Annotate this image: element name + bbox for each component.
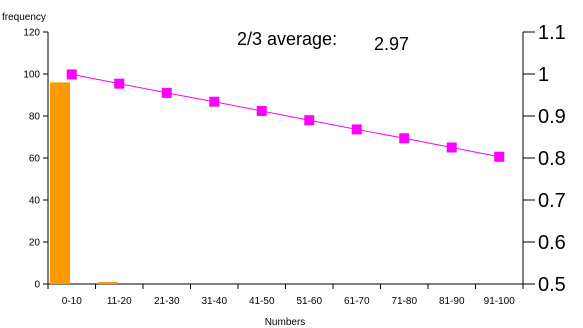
x-tick-label: 31-40: [201, 296, 227, 307]
line-point: [494, 151, 505, 162]
line-point: [114, 78, 125, 89]
y-right-tick-label: 0.5: [538, 274, 566, 296]
line-point: [446, 142, 457, 153]
y-right-tick-label: 0.8: [538, 148, 566, 170]
average-label: 2/3 average:: [237, 29, 337, 49]
line-point: [66, 69, 77, 80]
y-axis-label: frequency: [2, 12, 46, 23]
x-tick-label: 11-20: [107, 296, 132, 307]
y-right-tick-label: 0.9: [538, 106, 566, 128]
y-left-tick-label: 20: [29, 238, 41, 249]
x-tick-label: 61-70: [344, 296, 370, 307]
average-value: 2.97: [374, 34, 409, 54]
y-right-tick-label: 0.6: [538, 232, 566, 254]
y-left-tick-label: 60: [29, 154, 41, 165]
y-left-tick-label: 80: [29, 112, 41, 123]
x-tick-label: 0-10: [62, 296, 82, 307]
x-tick-label: 51-60: [296, 296, 322, 307]
bar-series: [50, 82, 118, 285]
x-tick-label: 21-30: [154, 296, 180, 307]
axes-group: [43, 31, 535, 289]
y-left-tick-label: 120: [23, 28, 40, 39]
y-right-tick-label: 0.7: [538, 190, 566, 212]
x-tick-label: 91-100: [484, 296, 516, 307]
y-left-tick-label: 40: [29, 196, 41, 207]
line-path: [71, 73, 500, 158]
chart-labels: 0 20 40 60 80 100 120 0.5 0.6 0.7 0.8 0.9 1 1.1 0-10 11…: [23, 22, 566, 307]
line-point: [256, 105, 267, 116]
x-tick-label: 81-90: [439, 296, 465, 307]
line-series: [66, 69, 505, 162]
y-left-tick-label: 100: [23, 70, 40, 81]
bar: [50, 82, 70, 285]
line-point: [351, 124, 362, 135]
line-point: [304, 115, 315, 126]
line-point: [399, 133, 410, 144]
line-point: [161, 87, 172, 98]
y-right-tick-label: 1: [538, 64, 549, 86]
y-right-tick-label: 1.1: [538, 22, 566, 44]
x-axis-label: Numbers: [265, 317, 306, 328]
x-tick-label: 41-50: [249, 296, 275, 307]
line-point: [209, 96, 220, 107]
y-left-tick-label: 0: [34, 280, 40, 291]
bar: [97, 281, 118, 284]
x-tick-label: 71-80: [391, 296, 417, 307]
